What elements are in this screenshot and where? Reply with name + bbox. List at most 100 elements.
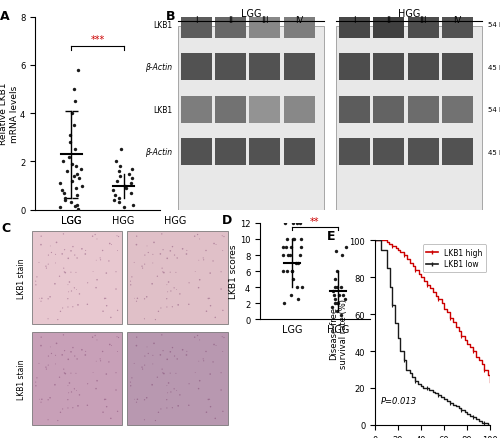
Point	[32, 379, 40, 386]
Point	[170, 252, 178, 259]
Point	[42, 364, 50, 371]
Point	[138, 364, 146, 371]
Point	[218, 348, 226, 355]
Point	[113, 233, 121, 240]
Point	[168, 404, 176, 411]
Text: LGG: LGG	[240, 10, 261, 19]
Point	[148, 381, 156, 389]
Point	[182, 251, 190, 258]
Point	[32, 278, 40, 285]
Point	[159, 347, 167, 354]
Point	[178, 246, 186, 253]
Point	[35, 259, 43, 266]
Text: LKB1: LKB1	[153, 106, 172, 114]
Text: B: B	[166, 10, 175, 23]
Point	[141, 252, 149, 259]
Bar	[442, 54, 472, 81]
Point	[73, 202, 81, 209]
Bar	[250, 96, 280, 124]
Bar	[178, 27, 324, 210]
Y-axis label: LKB1 scores: LKB1 scores	[230, 244, 238, 299]
Point	[209, 359, 217, 366]
Point	[60, 190, 68, 197]
Point	[73, 255, 81, 262]
Point	[62, 370, 70, 377]
Point	[194, 385, 202, 392]
Point	[60, 265, 68, 272]
Point	[89, 268, 97, 276]
Bar	[216, 96, 246, 124]
Point	[52, 352, 60, 359]
Point	[217, 369, 225, 376]
Point	[289, 236, 297, 243]
Point	[157, 406, 165, 413]
Point	[110, 197, 118, 204]
Point	[70, 86, 78, 93]
Point	[220, 233, 228, 240]
Point	[115, 194, 123, 201]
Text: HGG: HGG	[164, 216, 186, 226]
Text: β-Actin: β-Actin	[145, 148, 172, 157]
Point	[173, 356, 181, 363]
Point	[156, 352, 164, 359]
Text: LKB1: LKB1	[153, 21, 172, 30]
Point	[107, 415, 115, 422]
Point	[69, 244, 77, 251]
Bar	[126, 332, 228, 425]
Point	[160, 370, 168, 377]
Bar	[340, 139, 370, 166]
Point	[67, 349, 75, 356]
Point	[280, 252, 287, 259]
Point	[91, 232, 99, 239]
Point	[58, 251, 66, 258]
Point	[44, 315, 52, 322]
Point	[44, 396, 52, 403]
Point	[52, 251, 60, 258]
Point	[33, 274, 41, 281]
Point	[126, 171, 134, 178]
Point	[278, 244, 286, 251]
Point	[120, 183, 128, 190]
Point	[333, 268, 341, 275]
Point	[280, 268, 287, 275]
Point	[60, 247, 68, 254]
Point	[74, 67, 82, 74]
Point	[64, 389, 72, 396]
Point	[200, 257, 207, 264]
Point	[110, 192, 118, 199]
Point	[92, 285, 100, 292]
Point	[78, 183, 86, 190]
Point	[294, 296, 302, 303]
Bar	[340, 12, 370, 39]
Point	[132, 242, 140, 249]
Point	[37, 343, 45, 350]
Bar	[374, 96, 404, 124]
Point	[289, 276, 297, 283]
Point	[64, 382, 72, 389]
Point	[114, 247, 122, 254]
Point	[340, 292, 347, 299]
Point	[195, 358, 203, 365]
Text: I: I	[354, 16, 356, 25]
Point	[280, 220, 288, 227]
Point	[84, 402, 92, 409]
Point	[204, 295, 212, 302]
Point	[78, 246, 86, 253]
Point	[190, 334, 198, 341]
Point	[64, 154, 72, 161]
Point	[117, 146, 125, 153]
Bar	[181, 139, 212, 166]
Point	[93, 277, 101, 284]
Point	[140, 416, 148, 423]
Point	[93, 236, 101, 243]
Point	[170, 385, 178, 392]
Bar	[32, 332, 122, 425]
Text: II: II	[386, 16, 392, 25]
Point	[72, 171, 80, 178]
Point	[37, 233, 45, 240]
Point	[78, 346, 86, 353]
Point	[194, 332, 202, 339]
Point	[160, 269, 168, 276]
Point	[336, 292, 344, 299]
Point	[163, 382, 171, 389]
